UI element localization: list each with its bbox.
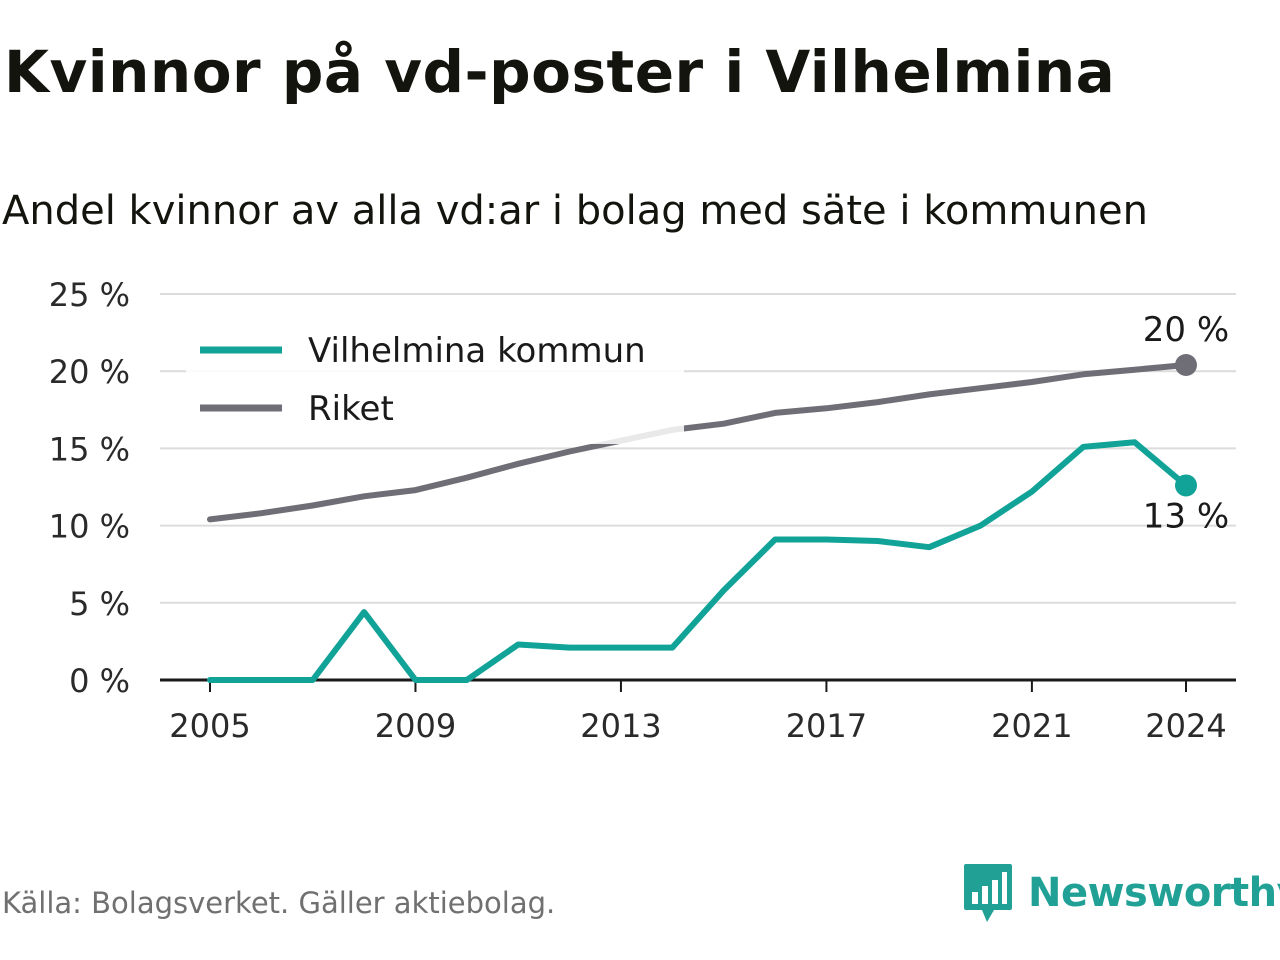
x-tick-label: 2021 [991, 707, 1072, 745]
x-tick-label: 2005 [169, 707, 250, 745]
y-tick-label: 0 % [69, 662, 130, 700]
y-tick-label: 10 % [49, 508, 130, 546]
y-tick-label: 20 % [49, 353, 130, 391]
chart-subtitle: Andel kvinnor av alla vd:ar i bolag med … [2, 188, 1148, 234]
brand-name: Newsworthy [1028, 870, 1280, 916]
source-note: Källa: Bolagsverket. Gäller aktiebolag. [2, 886, 556, 920]
series-line-riket [207, 362, 1189, 523]
x-tick-label: 2013 [580, 707, 661, 745]
y-tick-label: 5 % [69, 585, 130, 623]
chart-title: Kvinnor på vd-poster i Vilhelmina [4, 38, 1116, 106]
y-tick-label: 15 % [49, 430, 130, 468]
legend-label: Vilhelmina kommun [308, 331, 646, 371]
line-chart: 0 % 5 % 10 % 15 % 20 % 25 % 2005 2009 2013 2017 20… [49, 276, 1236, 745]
end-point-marker [1175, 354, 1197, 377]
bar-chart-speech-bubble-icon [964, 864, 1012, 922]
x-tick-label: 2024 [1145, 707, 1226, 745]
end-point-marker [1175, 474, 1197, 497]
end-value-label: 13 % [1143, 496, 1229, 536]
newsworthy-logo: Newsworthy [962, 862, 1280, 924]
legend-label: Riket [308, 389, 394, 429]
series-line-vilhelmina-kommun [207, 439, 1189, 683]
x-tick-label: 2009 [375, 707, 456, 745]
end-value-label: 20 % [1143, 310, 1229, 350]
y-tick-label: 25 % [49, 276, 130, 314]
x-tick-label: 2017 [786, 707, 867, 745]
